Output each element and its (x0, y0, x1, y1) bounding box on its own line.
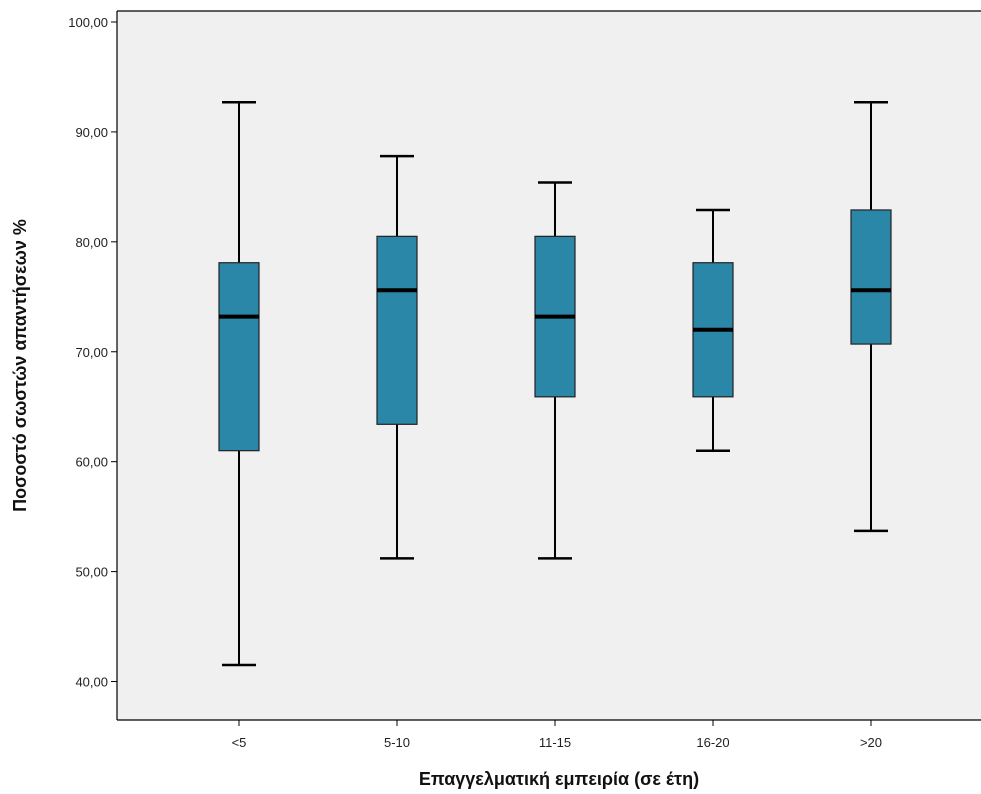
box-iqr (218, 262, 260, 452)
box-iqr (850, 209, 892, 345)
y-axis: 40,00 50,00 60,00 70,00 80,00 90,00 100,00 (68, 10, 981, 720)
x-tick-label: 5-10 (384, 735, 410, 750)
x-axis: <5 5-10 11-15 16-20 >20 (117, 719, 981, 750)
box-0 (218, 100, 260, 667)
x-axis-title: Επαγγελματική εμπειρία (σε έτη) (419, 769, 699, 789)
x-tick-label: >20 (860, 735, 882, 750)
x-tick-label: 16-20 (696, 735, 729, 750)
y-tick-label: 90,00 (75, 125, 108, 140)
y-tick-label: 40,00 (75, 675, 108, 690)
x-tick-label: 11-15 (539, 735, 571, 750)
box-2 (534, 181, 576, 560)
y-tick-label: 100,00 (68, 15, 108, 30)
box-1 (376, 154, 418, 560)
y-tick-label: 70,00 (75, 345, 108, 360)
y-axis-title: Ποσοστό σωστών απαντήσεων % (10, 219, 30, 512)
y-tick-label: 80,00 (75, 235, 108, 250)
box-iqr (376, 235, 418, 425)
boxes-group (218, 100, 892, 667)
box-4 (850, 100, 892, 533)
x-tick-label: <5 (232, 735, 247, 750)
y-tick-label: 60,00 (75, 455, 108, 470)
box-3 (692, 208, 734, 452)
y-tick-label: 50,00 (75, 565, 108, 580)
